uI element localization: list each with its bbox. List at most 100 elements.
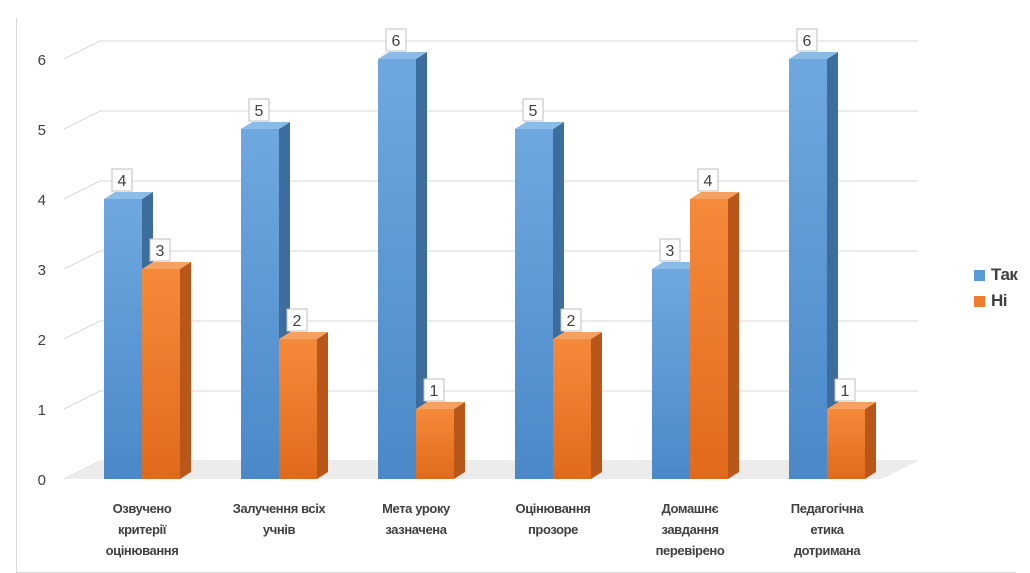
gridline-diagonal [63,110,101,130]
data-label: 4 [111,168,133,192]
gridline-diagonal [63,390,101,410]
data-label-box [111,168,133,192]
data-label-box [522,98,544,122]
category-label: Озвучено критерії оцінювання [106,501,179,558]
data-label-box [560,308,582,332]
category-label: Оцінювання прозоре [515,501,590,537]
data-label-box [423,378,445,402]
legend: Так Ні [974,262,1018,314]
legend-item-so: Так [974,262,1018,288]
data-label: 2 [286,308,308,332]
bar-side [728,192,739,479]
data-label-value: 1 [430,383,439,400]
data-label: 4 [697,168,719,192]
y-tick-label: 1 [38,402,46,419]
bar-ni [553,332,602,479]
category-label: Домашнє завдання перевірено [656,501,725,558]
data-label-value: 2 [293,313,302,330]
data-label-box [149,238,171,262]
data-label-box [834,378,856,402]
bar-top [104,192,153,199]
data-label: 6 [796,28,818,52]
y-tick-label: 4 [38,192,46,209]
data-label-value: 3 [156,243,165,260]
data-label-box [248,98,270,122]
data-label-value: 4 [704,173,713,190]
data-label: 5 [248,98,270,122]
bar-side [591,332,602,479]
gridline-diagonal [63,40,101,60]
data-label: 3 [659,238,681,262]
data-label-value: 3 [666,243,675,260]
gridline-diagonal [63,180,101,200]
data-label-value: 1 [841,383,850,400]
bar-top [827,402,876,409]
bar-ni [416,402,465,479]
bar-front [690,199,728,479]
bar-top [515,122,564,129]
bar-top [416,402,465,409]
legend-swatch-tak [974,269,985,281]
data-label-value: 5 [529,103,538,120]
data-label-value: 6 [392,33,401,50]
data-label: 5 [522,98,544,122]
bar-ni [142,262,191,479]
category-label: Педагогічна етика дотримана [791,501,865,558]
data-label-box [796,28,818,52]
data-label: 2 [560,308,582,332]
bar-tak [789,52,838,479]
data-label: 3 [149,238,171,262]
data-label-box [697,168,719,192]
data-label-value: 4 [118,173,127,190]
legend-swatch-ni [974,295,985,307]
bar-top [553,332,602,339]
legend-item-ni: Ні [974,288,1017,314]
bar-front [378,59,416,479]
bar-top [142,262,191,269]
bar-side [865,402,876,479]
bar-tak [515,122,564,479]
data-label-value: 5 [255,103,264,120]
bar-top [652,262,701,269]
y-tick-label: 2 [38,332,46,349]
bar-tak [378,52,427,479]
legend-label-tak: Так [991,265,1018,284]
bar-front [789,59,827,479]
bar-front [652,269,690,479]
bar-side [180,262,191,479]
category-label: Залучення всіх учнів [233,501,327,537]
data-label: 1 [834,378,856,402]
bar-ni [690,192,739,479]
bar-top [241,122,290,129]
data-label: 6 [385,28,407,52]
bar-side [416,52,427,479]
data-label: 1 [423,378,445,402]
bar-front [104,199,142,479]
category-label: Мета уроку зазначена [382,501,451,537]
bar-ni [827,402,876,479]
bar-top [279,332,328,339]
data-label-box [659,238,681,262]
bar-front [241,129,279,479]
left-frame-line [16,18,17,573]
bar-side [454,402,465,479]
bar-front [827,409,865,479]
bar-front [416,409,454,479]
data-label-value: 2 [567,313,576,330]
y-tick-label: 0 [38,472,46,489]
gridline-diagonal [63,250,101,270]
y-tick-label: 3 [38,262,46,279]
bar-front [279,339,317,479]
gridline-diagonal [63,320,101,340]
bar-top [789,52,838,59]
y-tick-label: 5 [38,122,46,139]
bar-ni [279,332,328,479]
data-label-value: 6 [803,33,812,50]
bar-front [142,269,180,479]
legend-label-ni: Ні [991,291,1008,310]
bar-front [553,339,591,479]
bar-side [317,332,328,479]
bar-side [827,52,838,479]
data-label-box [286,308,308,332]
